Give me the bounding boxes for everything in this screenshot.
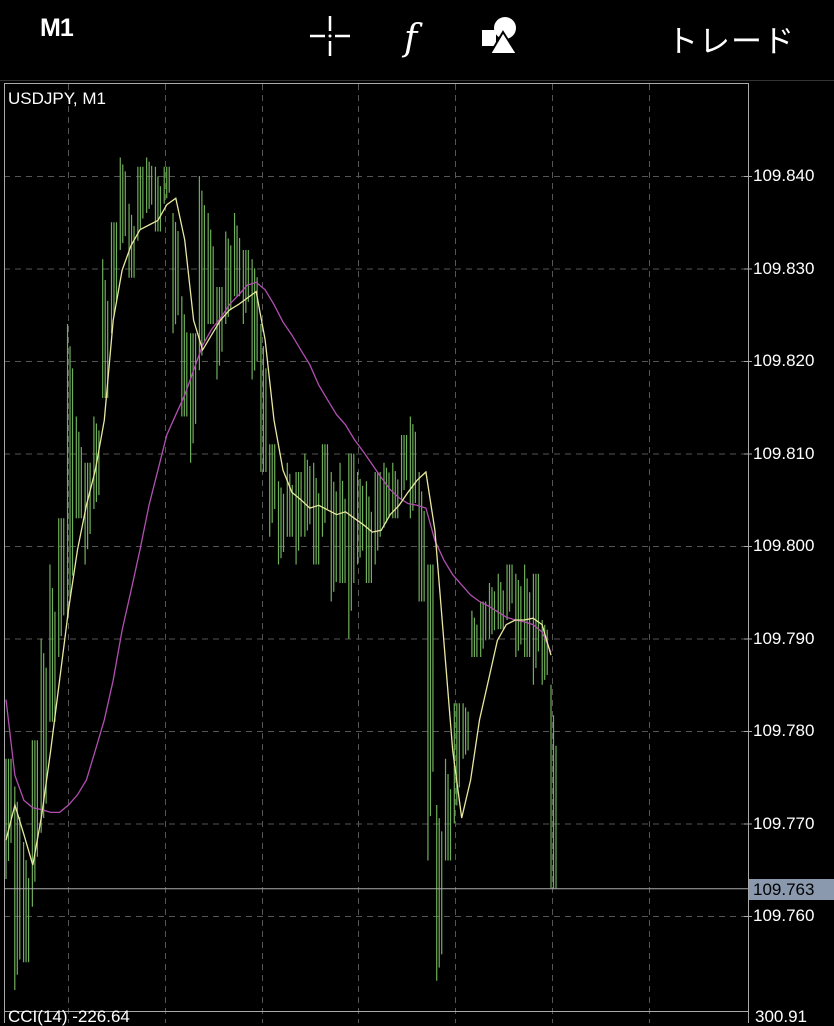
price-bar	[251, 259, 258, 380]
price-bar	[242, 250, 249, 324]
price-bar	[515, 573, 522, 657]
price-bar	[418, 472, 425, 602]
price-bars	[5, 157, 557, 990]
price-bar	[260, 324, 267, 472]
price-bar	[84, 462, 91, 565]
price-bar	[269, 444, 276, 537]
price-bar	[313, 462, 320, 565]
crosshair-icon[interactable]	[308, 14, 352, 58]
price-bar	[5, 758, 12, 879]
price-bar	[339, 462, 346, 583]
price-bar	[189, 333, 197, 463]
chart-frame	[4, 83, 749, 1023]
price-bar	[146, 157, 153, 213]
price-bar	[277, 481, 285, 565]
price-bar	[480, 601, 487, 657]
price-bar	[49, 564, 56, 722]
price-bar	[374, 472, 381, 565]
price-bar	[304, 453, 311, 537]
price-bar	[295, 472, 302, 565]
price-bar	[137, 166, 144, 241]
price-bar	[207, 213, 214, 324]
price-bar	[102, 259, 109, 398]
price-axis-label: 109.790	[753, 628, 815, 648]
fast-moving-average-line	[5, 197, 552, 866]
trade-button[interactable]: トレード	[667, 24, 795, 60]
price-bar	[357, 472, 364, 565]
price-bar	[119, 157, 126, 250]
price-bar	[233, 213, 241, 297]
price-axis-label: 109.770	[753, 813, 815, 833]
price-axis-label: 109.820	[753, 351, 815, 370]
price-bar	[321, 444, 329, 537]
indicators-f-icon[interactable]: f	[396, 14, 440, 59]
price-bar	[163, 166, 170, 204]
price-bar	[365, 481, 373, 583]
price-bar	[330, 472, 337, 602]
price-axis-label: 109.780	[753, 721, 815, 740]
price-bar	[128, 203, 135, 278]
price-bar	[58, 518, 65, 657]
price-axis-label: 109.810	[753, 443, 815, 463]
price-bar	[216, 287, 223, 380]
chart-grid	[4, 84, 752, 1023]
price-bar	[172, 213, 179, 334]
cci-indicator-label: CCI(14) -226.64	[8, 1007, 130, 1026]
cci-axis-value: 300.91	[755, 1007, 807, 1026]
price-axis-label: 109.800	[753, 536, 815, 555]
price-axis-label: 109.760	[753, 906, 815, 925]
symbol-label: USDJPY, M1	[8, 89, 106, 108]
price-bar	[181, 296, 188, 417]
price-bar	[409, 416, 416, 519]
price-bar	[462, 703, 469, 759]
price-axis-label: 109.840	[753, 166, 815, 185]
price-bar	[488, 583, 496, 639]
price-bar	[110, 222, 118, 334]
price-bar	[66, 324, 74, 620]
price-bar	[400, 435, 408, 500]
price-axis-label: 109.830	[753, 258, 815, 278]
price-bar	[286, 462, 293, 537]
price-bar	[444, 758, 452, 861]
price-bar	[550, 684, 557, 889]
price-bar	[506, 564, 513, 620]
timeframe-button[interactable]: M1	[40, 14, 74, 42]
price-bar	[31, 740, 38, 907]
price-bar	[524, 564, 531, 657]
price-bar	[497, 573, 504, 630]
price-bar	[471, 610, 478, 657]
price-bar	[75, 416, 82, 519]
slow-moving-average-line	[5, 281, 552, 814]
price-bar	[383, 462, 390, 528]
price-bar	[225, 231, 232, 324]
price-bar	[154, 166, 162, 232]
objects-shapes-icon[interactable]	[480, 14, 524, 58]
price-bar	[427, 564, 434, 861]
current-price-tag: 109.763	[749, 879, 834, 900]
price-bar	[436, 805, 443, 981]
price-bar	[22, 842, 30, 963]
top-toolbar: M1 f トレード	[0, 0, 834, 81]
price-bar	[532, 573, 540, 685]
